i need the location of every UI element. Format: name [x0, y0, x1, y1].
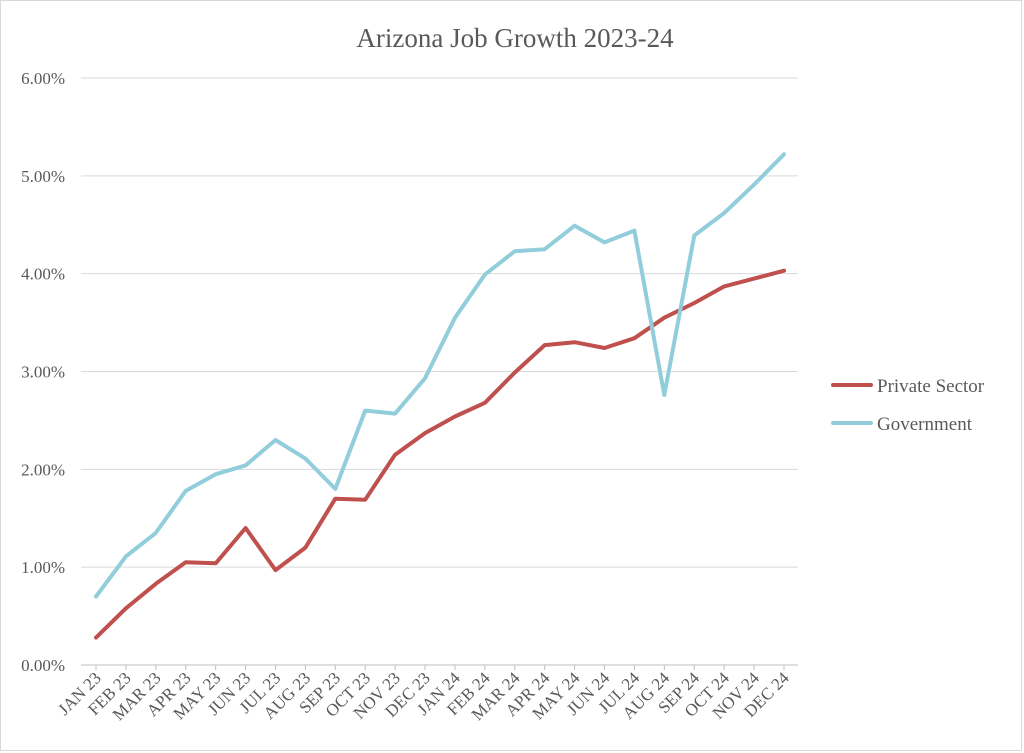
- gridlines: [81, 77, 798, 666]
- y-tick-label: 5.00%: [21, 167, 65, 186]
- y-tick-label: 6.00%: [21, 69, 65, 88]
- y-tick-label: 4.00%: [21, 265, 65, 284]
- y-tick-label: 3.00%: [21, 363, 65, 382]
- series-line-government: [94, 152, 786, 599]
- y-axis-ticks: 0.00% 1.00% 2.00% 3.00% 4.00% 5.00% 6.00%: [21, 69, 65, 675]
- legend: Private Sector Government: [831, 376, 985, 435]
- series-lines: [94, 152, 786, 640]
- legend-label: Government: [877, 414, 973, 435]
- series-line-private-sector: [94, 268, 786, 640]
- y-tick-label: 0.00%: [21, 656, 65, 675]
- legend-label: Private Sector: [877, 376, 985, 397]
- y-tick-label: 1.00%: [21, 558, 65, 577]
- y-tick-label: 2.00%: [21, 460, 65, 479]
- chart-title: Arizona Job Growth 2023-24: [356, 23, 674, 53]
